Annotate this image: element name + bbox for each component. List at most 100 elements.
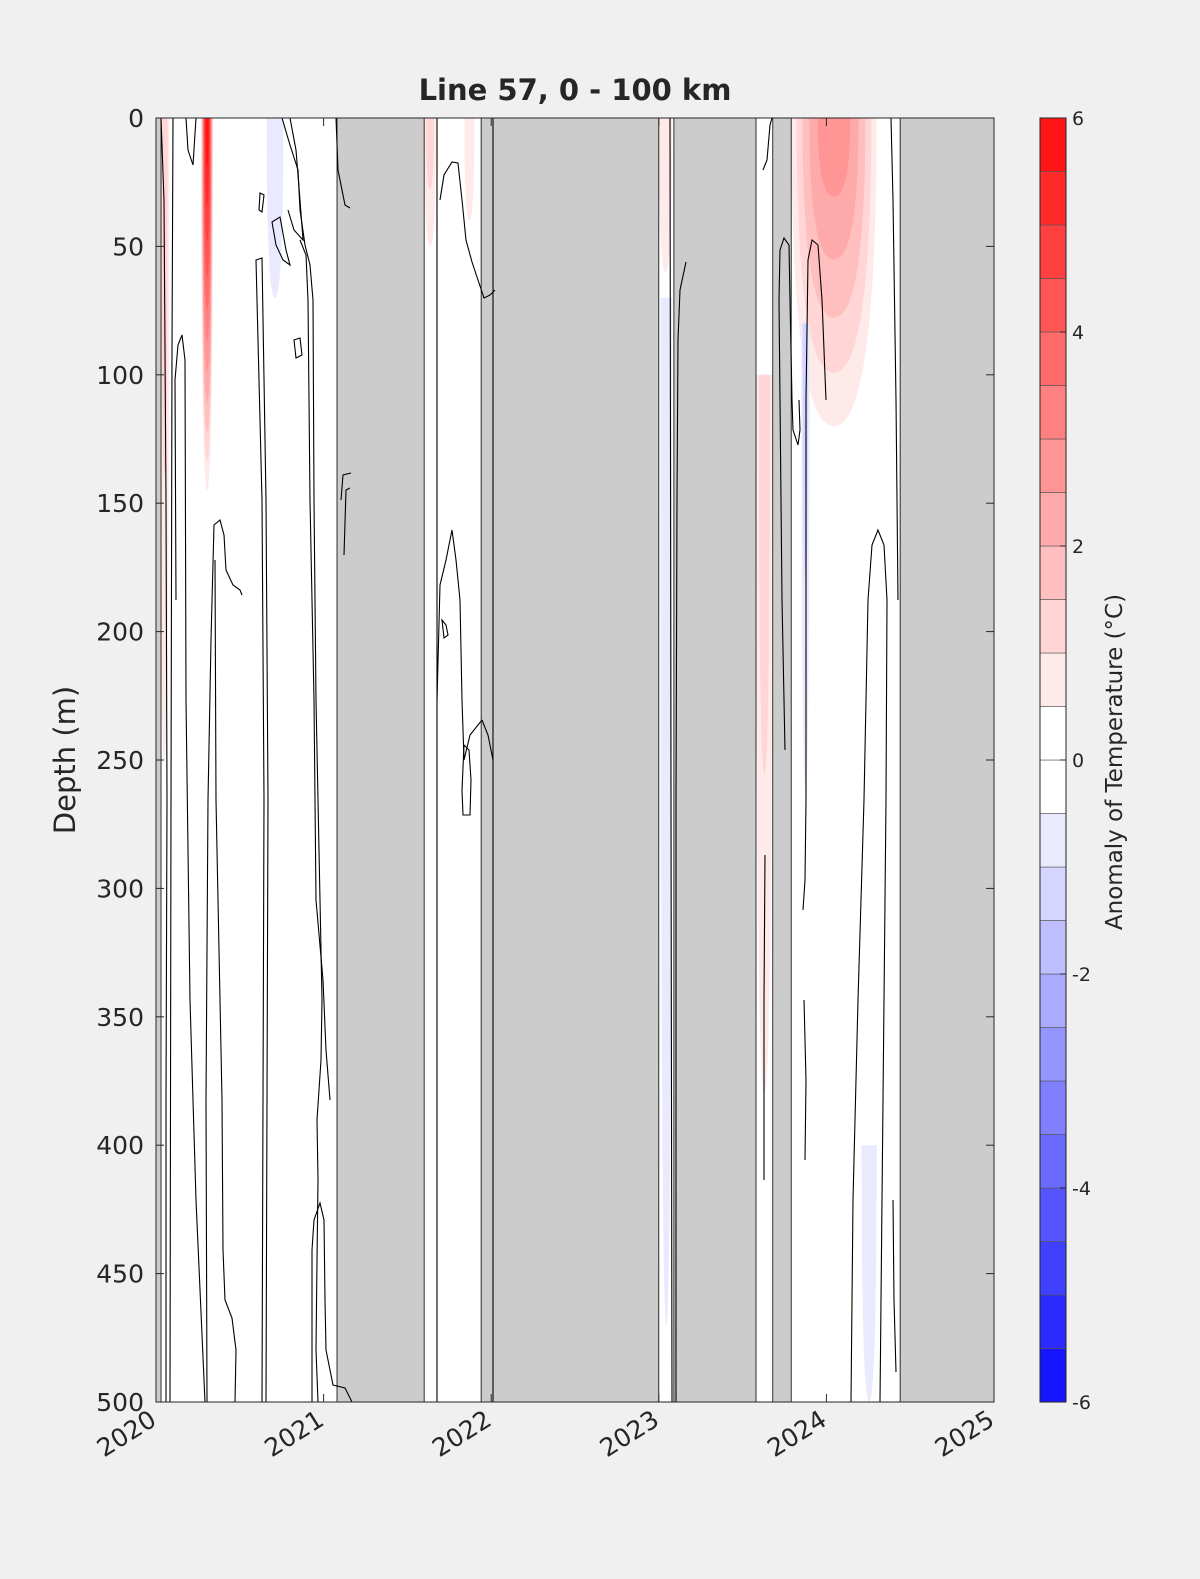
colorbar-band xyxy=(1039,920,1067,975)
zero-contours xyxy=(160,118,899,1402)
colorbar-band xyxy=(1039,1241,1067,1296)
y-tick-label: 400 xyxy=(96,1131,144,1160)
colorbar-band xyxy=(1039,866,1067,921)
y-tick-label: 100 xyxy=(96,361,144,390)
contour-line xyxy=(890,118,899,601)
y-tick-label: 450 xyxy=(96,1260,144,1289)
contour-line xyxy=(675,261,687,1402)
contour-line xyxy=(778,249,786,751)
colorbar-tick-label: -4 xyxy=(1072,1178,1091,1200)
x-tick-label: 2023 xyxy=(595,1404,664,1462)
y-tick-label: 250 xyxy=(96,746,144,775)
colorbar-band xyxy=(1039,973,1067,1028)
colorbar-tick-label: 6 xyxy=(1072,108,1084,130)
no-data-regions xyxy=(156,118,994,1402)
no-data-region xyxy=(480,118,660,1402)
colorbar-band xyxy=(1039,492,1067,547)
colorbar-tick-label: 0 xyxy=(1072,750,1084,772)
x-tick-label: 2022 xyxy=(427,1404,496,1462)
colorbar-band xyxy=(1039,1134,1067,1189)
contour-line xyxy=(763,854,766,1180)
contour-line xyxy=(214,559,237,1402)
anomaly-band xyxy=(817,118,851,197)
contour-line xyxy=(271,216,291,267)
colorbar-band xyxy=(1039,1080,1067,1135)
colorbar-band xyxy=(1039,278,1067,333)
y-tick-label: 200 xyxy=(96,618,144,647)
y-tick-label: 50 xyxy=(112,232,144,261)
contour-line xyxy=(802,238,827,911)
colorbar-band xyxy=(1039,813,1067,868)
contour-line xyxy=(343,487,351,556)
colorbar-band xyxy=(1039,706,1067,761)
colorbar-tick-label: -6 xyxy=(1072,1392,1091,1414)
contour-line xyxy=(160,118,168,1402)
no-data-region xyxy=(899,118,994,1402)
y-axis-label: Depth (m) xyxy=(48,686,82,834)
colorbar-tick-label: 4 xyxy=(1072,322,1084,344)
y-tick-label: 150 xyxy=(96,489,144,518)
contour-line xyxy=(803,999,807,1161)
chart-title: Line 57, 0 - 100 km xyxy=(419,73,732,107)
colorbar-tick-label: -2 xyxy=(1072,964,1091,986)
anomaly-band xyxy=(426,118,434,190)
contour-line xyxy=(174,334,206,1402)
contour-line xyxy=(892,1199,897,1373)
contour-line xyxy=(258,192,265,213)
anomaly-field xyxy=(159,118,877,1402)
contour-line xyxy=(255,257,269,1402)
anomaly-band xyxy=(758,374,770,774)
colorbar-label: Anomaly of Temperature (°C) xyxy=(1102,594,1128,930)
contour-line xyxy=(169,118,174,1402)
colorbar: 6 4 2 0 -2 -4 -6 xyxy=(1039,108,1091,1414)
colorbar-band xyxy=(1039,759,1067,814)
contour-line xyxy=(205,519,243,1402)
contour-line xyxy=(293,337,303,359)
contour-line xyxy=(779,236,801,446)
no-data-region xyxy=(772,118,792,1402)
x-tick-label: 2024 xyxy=(762,1404,831,1462)
no-data-region xyxy=(336,118,425,1402)
anomaly-band xyxy=(802,323,809,580)
contour-line xyxy=(185,118,197,166)
colorbar-tick-label: 2 xyxy=(1072,536,1084,558)
contour-line xyxy=(439,161,496,299)
colorbar-band xyxy=(1039,385,1067,440)
anomaly-band xyxy=(205,118,209,167)
y-tick-label: 500 xyxy=(96,1388,144,1417)
contour-line xyxy=(299,239,331,1101)
anomaly-band xyxy=(658,118,673,273)
anomaly-band xyxy=(660,297,673,1325)
anomaly-band xyxy=(464,118,475,221)
colorbar-band xyxy=(1039,545,1067,600)
colorbar-band xyxy=(1039,171,1067,226)
y-tick-label: 0 xyxy=(128,104,144,133)
colorbar-band xyxy=(1039,1294,1067,1349)
x-tick-label: 2021 xyxy=(259,1404,328,1462)
colorbar-band xyxy=(1039,438,1067,493)
colorbar-band xyxy=(1039,1027,1067,1082)
colorbar-band xyxy=(1039,117,1067,172)
contour-line xyxy=(340,472,352,501)
no-data-region xyxy=(673,118,757,1402)
colorbar-band xyxy=(1039,224,1067,279)
contour-line xyxy=(311,1201,353,1402)
contour-line xyxy=(335,118,351,209)
y-tick-label: 350 xyxy=(96,1003,144,1032)
x-tick-label: 2025 xyxy=(930,1404,999,1462)
colorbar-band xyxy=(1039,1348,1067,1403)
contour-line xyxy=(287,118,304,242)
colorbar-band xyxy=(1039,1187,1067,1242)
contour-line xyxy=(850,528,888,1402)
contour-line xyxy=(762,118,773,171)
colorbar-band xyxy=(1039,599,1067,654)
colorbar-band xyxy=(1039,331,1067,386)
contour-line xyxy=(461,743,472,816)
y-tick-label: 300 xyxy=(96,874,144,903)
contour-line xyxy=(669,118,673,1402)
colorbar-band xyxy=(1039,652,1067,707)
anomaly-band xyxy=(861,1145,877,1402)
contour-line xyxy=(481,719,494,761)
